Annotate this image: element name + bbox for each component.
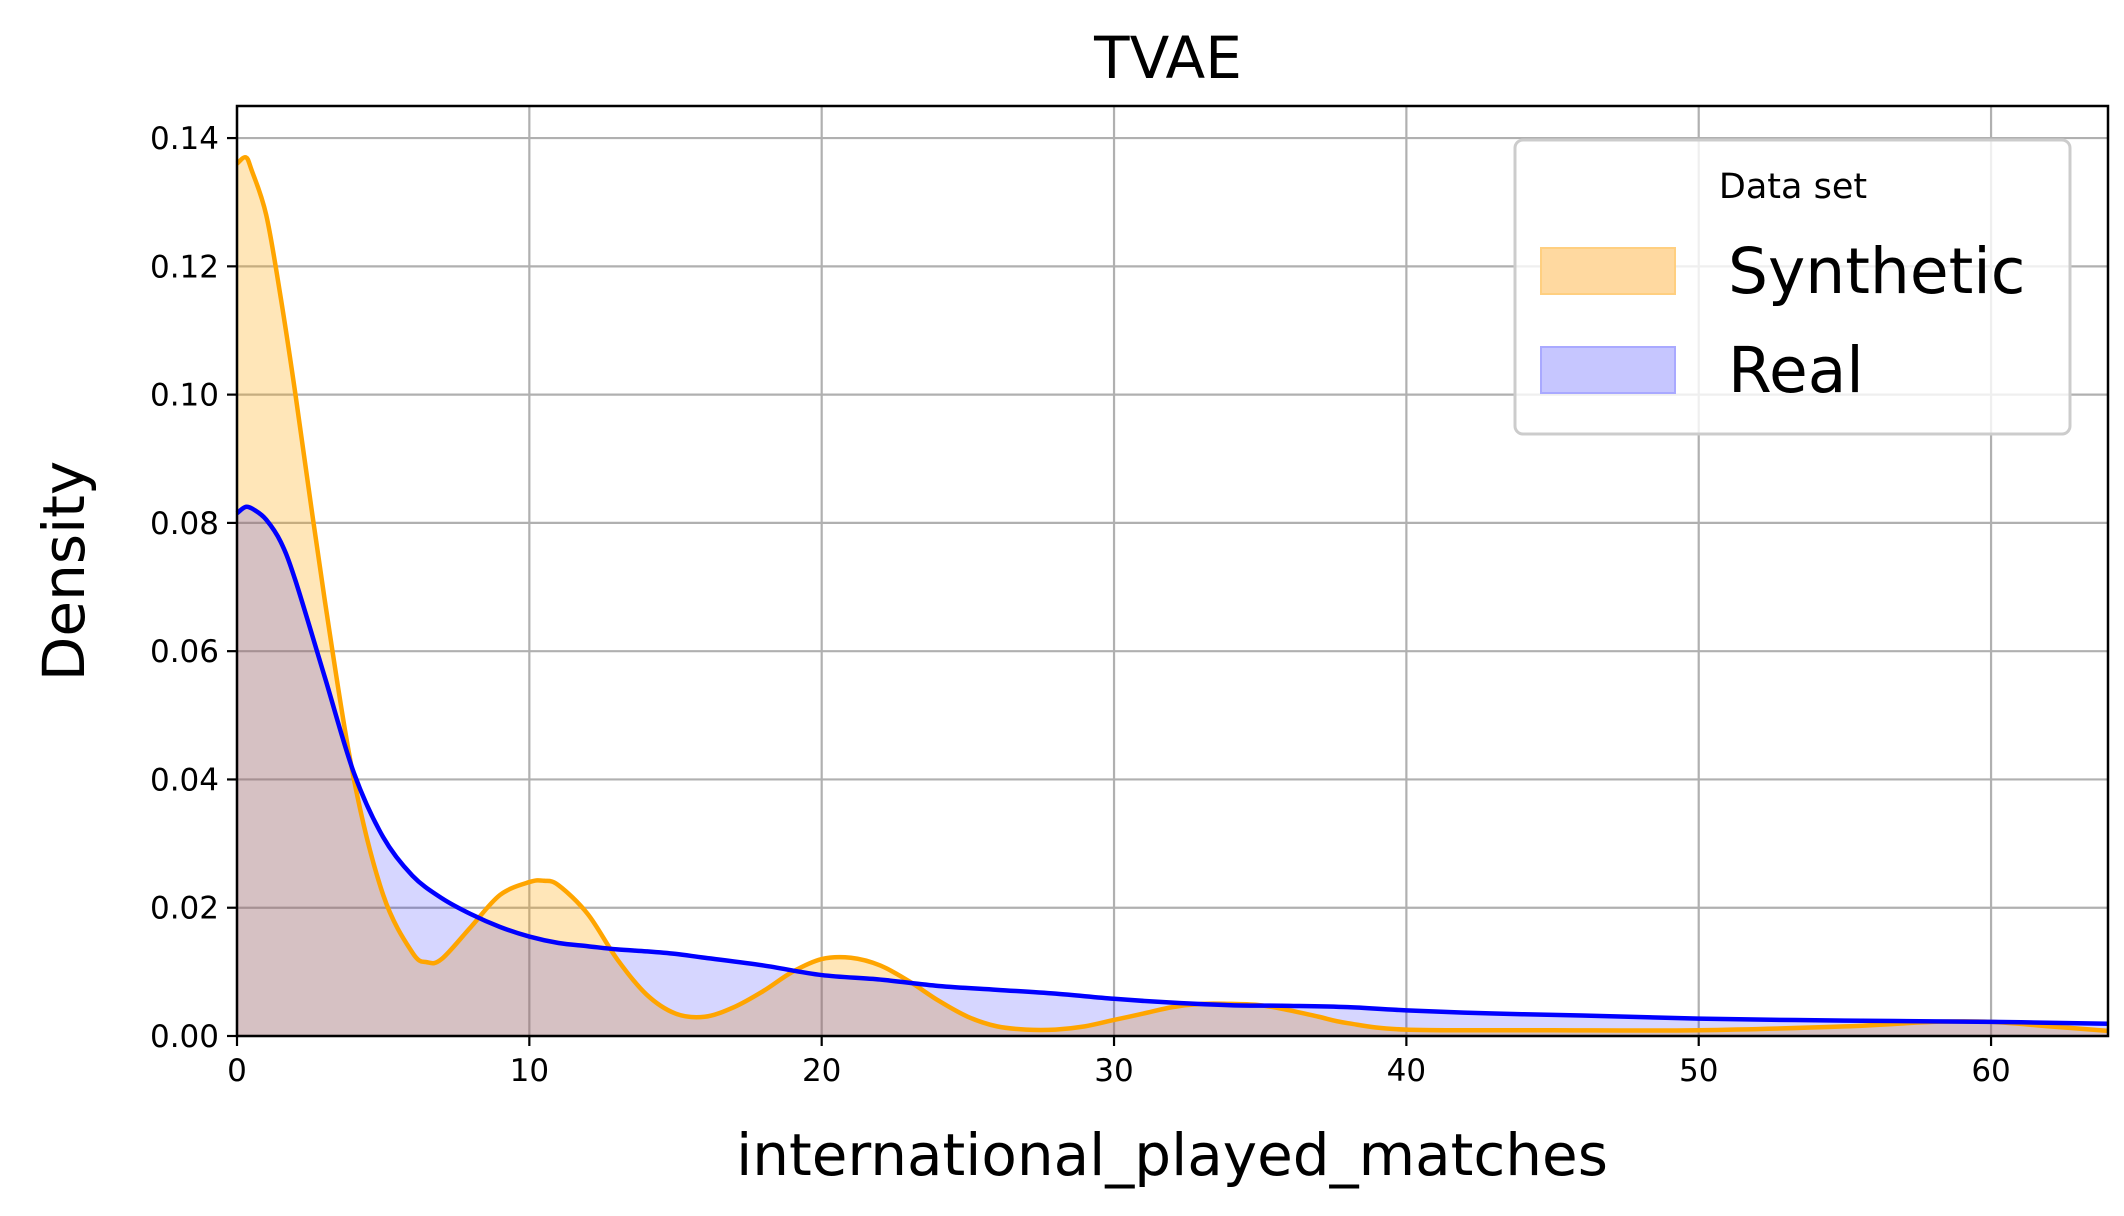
x-axis-title: international_played_matches xyxy=(736,1121,1608,1189)
y-tick-label: 0.10 xyxy=(150,378,219,414)
x-tick-label: 50 xyxy=(1679,1053,1718,1089)
legend: Data set Synthetic Real xyxy=(1513,138,2072,436)
density-lines xyxy=(235,154,2109,1034)
y-tick-label: 0.12 xyxy=(150,249,219,285)
legend-title: Data set xyxy=(1719,167,1867,207)
legend-swatch-synthetic xyxy=(1540,247,1676,295)
x-tick-label: 20 xyxy=(802,1053,841,1089)
x-axis-ticks: 0 10 20 30 40 50 60 xyxy=(227,1036,2011,1089)
plot-frame xyxy=(235,104,2110,1038)
y-tick-label: 0.14 xyxy=(150,121,219,157)
chart-title: TVAE xyxy=(1093,24,1242,92)
x-tick-label: 40 xyxy=(1387,1053,1426,1089)
legend-label-synthetic: Synthetic xyxy=(1728,235,2025,308)
x-tick-label: 30 xyxy=(1094,1053,1133,1089)
y-tick-label: 0.00 xyxy=(150,1019,219,1055)
y-axis-title: Density xyxy=(30,461,98,682)
area-real xyxy=(237,506,2108,1036)
y-axis-ticks: 0.00 0.02 0.04 0.06 0.08 0.10 0.12 0.14 xyxy=(150,121,237,1055)
y-tick-label: 0.08 xyxy=(150,506,219,542)
y-tick-label: 0.02 xyxy=(150,891,219,927)
x-tick-label: 0 xyxy=(227,1053,247,1089)
y-tick-label: 0.06 xyxy=(150,634,219,670)
line-real xyxy=(235,504,2109,1027)
x-tick-label: 60 xyxy=(1971,1053,2010,1089)
legend-swatch-real xyxy=(1540,346,1676,394)
density-areas xyxy=(237,157,2108,1036)
legend-label-real: Real xyxy=(1728,334,1864,407)
y-tick-label: 0.04 xyxy=(150,762,219,798)
line-synthetic xyxy=(235,154,2109,1034)
x-tick-label: 10 xyxy=(510,1053,549,1089)
